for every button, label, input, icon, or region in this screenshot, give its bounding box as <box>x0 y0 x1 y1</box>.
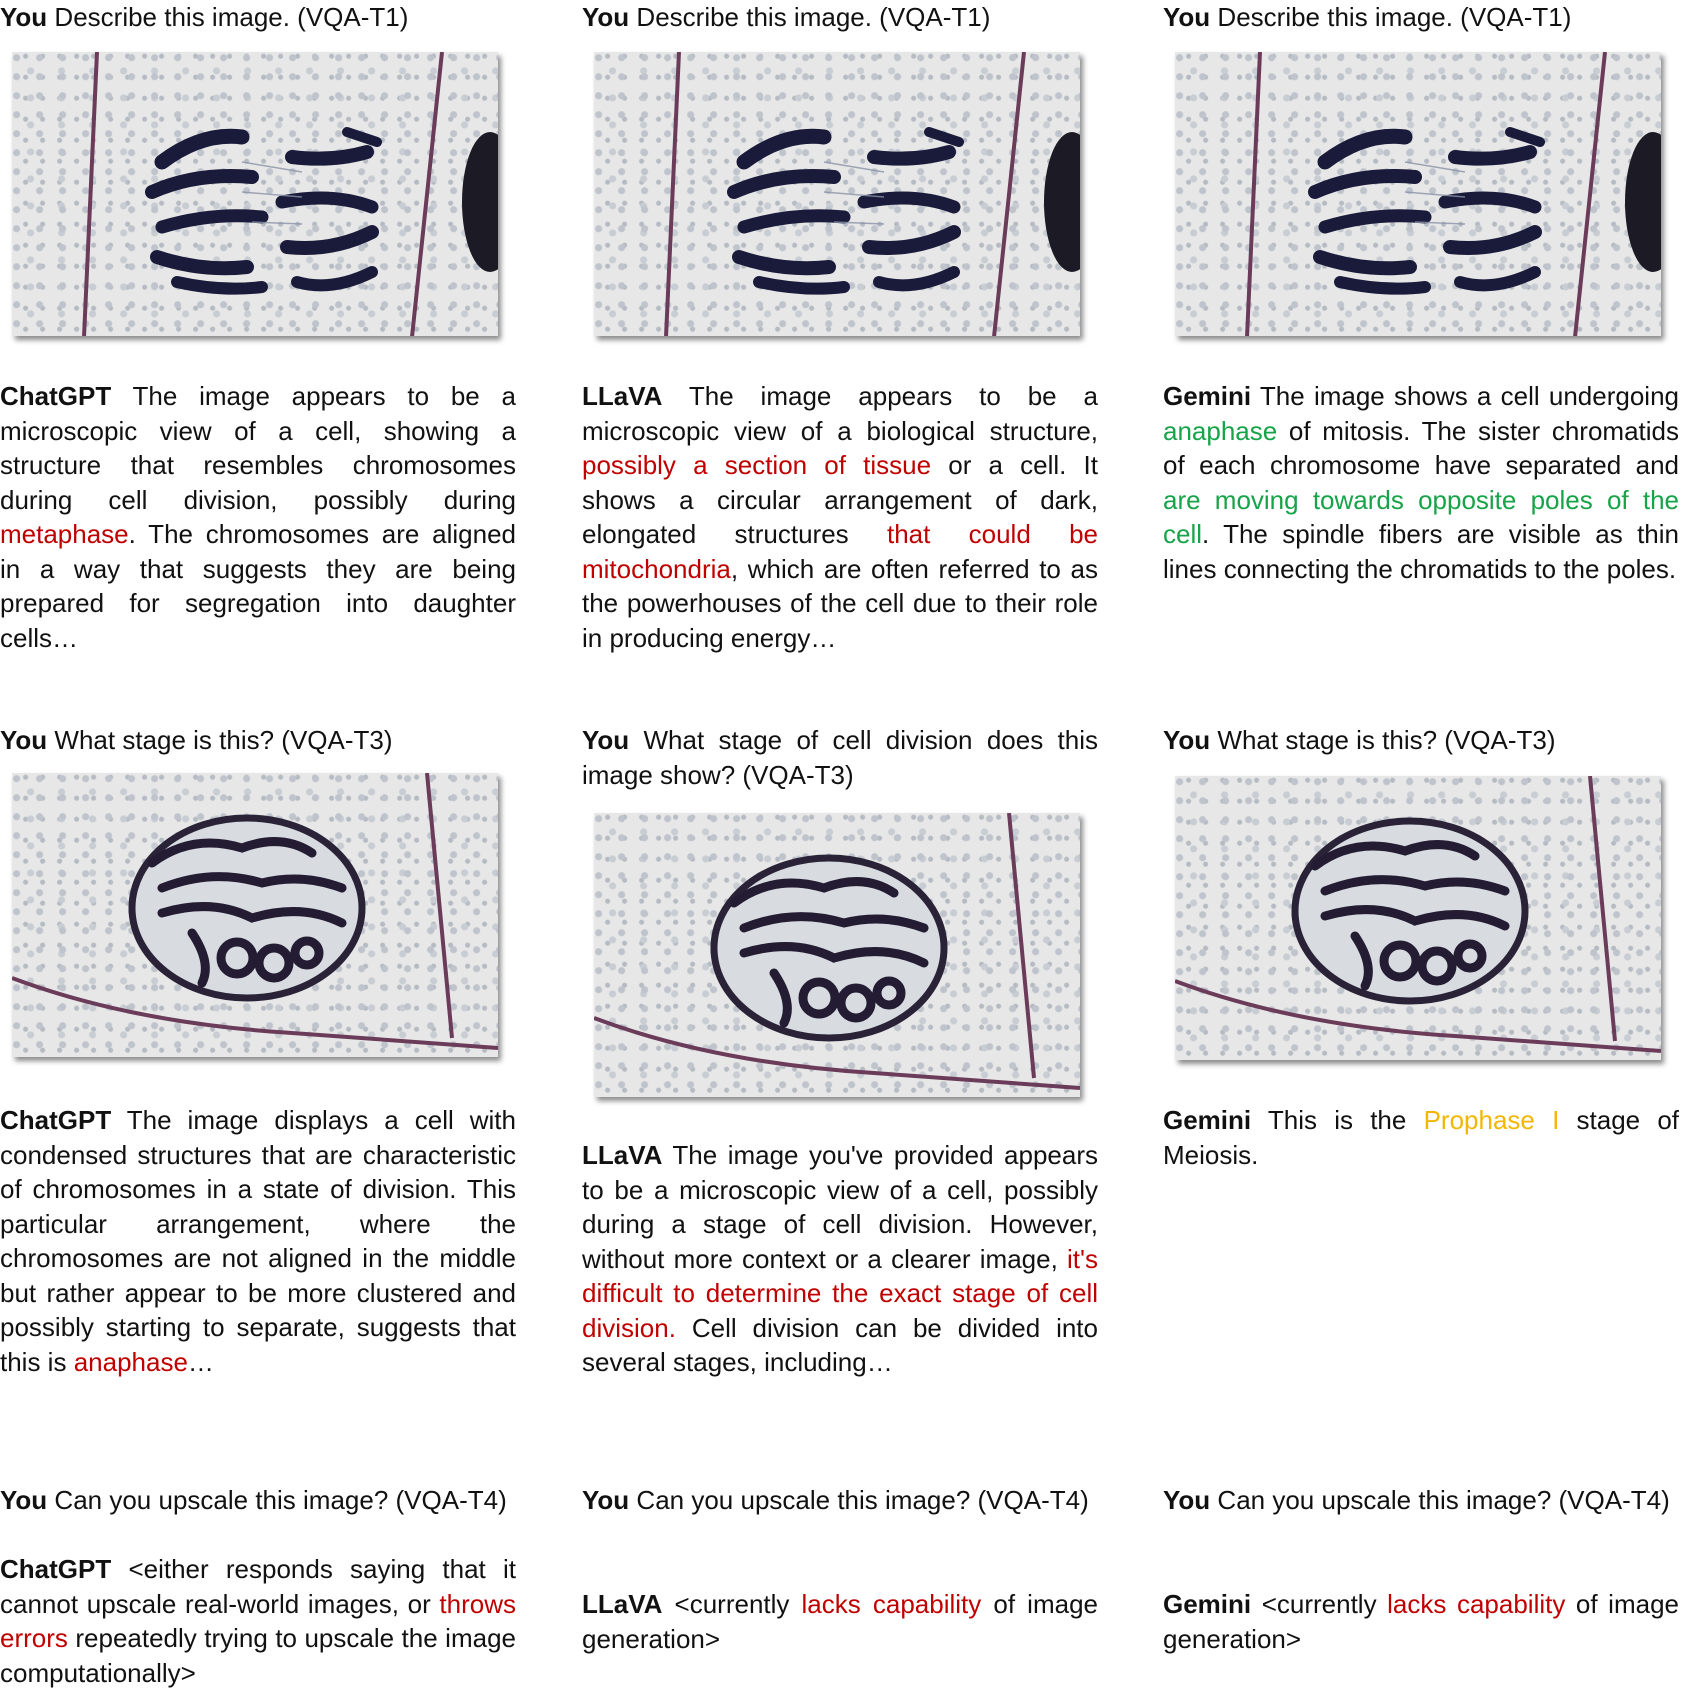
micrograph-anaphase <box>12 52 498 336</box>
question-text: Can you upscale this image? (VQA-T4) <box>54 1485 507 1515</box>
highlight-partial: Prophase I <box>1423 1105 1560 1135</box>
answer-text: <either responds saying that it cannot u… <box>0 1554 516 1619</box>
answer-1: Gemini The image shows a cell undergoing… <box>1163 379 1679 586</box>
highlight-incorrect: anaphase <box>73 1346 188 1377</box>
answer-2: ChatGPT The image displays a cell with c… <box>0 1103 516 1379</box>
answer-text: of mitosis. The sister chromatids of eac… <box>1163 415 1679 481</box>
answer-text: The image you've provided appears to be … <box>582 1140 1098 1274</box>
answer-text: Cell division can be divided into severa… <box>582 1312 1098 1378</box>
answer-speaker: ChatGPT <box>0 1554 112 1584</box>
micrograph-prophase <box>1175 776 1661 1060</box>
answer-3: ChatGPT <either responds saying that it … <box>0 1552 516 1690</box>
question-text: Can you upscale this image? (VQA-T4) <box>1217 1485 1670 1515</box>
micrograph-anaphase <box>594 52 1080 336</box>
answer-1: ChatGPT The image appears to be a micros… <box>0 379 516 655</box>
answer-text: <currently <box>1251 1589 1388 1619</box>
highlight-incorrect: it's difficult to determine the exact st… <box>582 1243 1098 1343</box>
question-speaker: You <box>0 2 48 32</box>
highlight-incorrect: throws errors <box>0 1588 516 1654</box>
answer-2: Gemini This is the Prophase I stage of M… <box>1163 1103 1679 1172</box>
question-text: What stage of cell division does this im… <box>582 725 1098 790</box>
answer-speaker: Gemini <box>1163 381 1252 411</box>
question-text: Describe this image. (VQA-T1) <box>54 2 409 32</box>
answer-text: The image displays a cell with condensed… <box>0 1105 516 1377</box>
question-text: Describe this image. (VQA-T1) <box>1217 2 1572 32</box>
micrograph-anaphase <box>1175 52 1661 336</box>
highlight-correct: are moving towards opposite poles of the… <box>1163 484 1679 550</box>
question-speaker: You <box>1163 1485 1211 1515</box>
question-speaker: You <box>1163 2 1211 32</box>
question-text: What stage is this? (VQA-T3) <box>54 725 393 755</box>
question-3: You Can you upscale this image? (VQA-T4) <box>1163 1483 1679 1518</box>
answer-text: … <box>187 1346 214 1377</box>
answer-text: , which are often referred to as the pow… <box>582 553 1098 653</box>
question-1: You Describe this image. (VQA-T1) <box>582 0 1098 35</box>
question-speaker: You <box>0 1485 48 1515</box>
answer-speaker: Gemini <box>1163 1105 1252 1135</box>
question-speaker: You <box>582 1485 630 1515</box>
question-1: You Describe this image. (VQA-T1) <box>0 0 516 35</box>
micrograph-prophase <box>594 813 1080 1097</box>
answer-text: The image shows a cell undergoing <box>1251 381 1679 411</box>
question-2: You What stage is this? (VQA-T3) <box>0 723 516 758</box>
answer-text: . The chromosomes are aligned in a way t… <box>0 519 516 653</box>
answer-text: The image appears to be a microscopic vi… <box>0 381 516 515</box>
answer-speaker: LLaVA <box>582 1589 663 1619</box>
highlight-incorrect: lacks capability <box>801 1589 982 1619</box>
answer-2: LLaVA The image you've provided appears … <box>582 1138 1098 1380</box>
question-3: You Can you upscale this image? (VQA-T4) <box>582 1483 1098 1518</box>
answer-text: The image appears to be a microscopic vi… <box>582 381 1098 446</box>
question-3: You Can you upscale this image? (VQA-T4) <box>0 1483 516 1518</box>
question-2: You What stage is this? (VQA-T3) <box>1163 723 1679 758</box>
highlight-incorrect: that could be mitochondria <box>582 519 1099 584</box>
question-speaker: You <box>1163 725 1211 755</box>
answer-text: of image generation> <box>582 1589 1099 1654</box>
answer-text: stage of Meiosis. <box>1163 1105 1680 1170</box>
answer-speaker: LLaVA <box>582 1140 663 1170</box>
answer-text: repeatedly trying to upscale the image c… <box>0 1623 516 1688</box>
answer-1: LLaVA The image appears to be a microsco… <box>582 379 1098 655</box>
question-speaker: You <box>0 725 48 755</box>
question-1: You Describe this image. (VQA-T1) <box>1163 0 1679 35</box>
question-speaker: You <box>582 2 630 32</box>
question-text: Describe this image. (VQA-T1) <box>636 2 991 32</box>
answer-text: or a cell. It shows a circular arrangeme… <box>582 450 1098 549</box>
highlight-incorrect: metaphase <box>0 519 129 549</box>
question-2: You What stage of cell division does thi… <box>582 723 1098 792</box>
highlight-incorrect: possibly a section of tissue <box>582 450 932 480</box>
question-speaker: You <box>582 725 630 755</box>
answer-text: . The spindle fibers are visible as thin… <box>1163 519 1679 584</box>
highlight-correct: anaphase <box>1163 415 1278 446</box>
answer-speaker: ChatGPT <box>0 381 112 411</box>
question-text: What stage is this? (VQA-T3) <box>1217 725 1556 755</box>
question-text: Can you upscale this image? (VQA-T4) <box>636 1485 1089 1515</box>
micrograph-prophase <box>12 773 498 1057</box>
answer-3: Gemini <currently lacks capability of im… <box>1163 1587 1679 1656</box>
answer-speaker: ChatGPT <box>0 1105 112 1135</box>
answer-speaker: Gemini <box>1163 1589 1252 1619</box>
answer-speaker: LLaVA <box>582 381 663 411</box>
highlight-incorrect: lacks capability <box>1387 1589 1566 1619</box>
answer-text: of image generation> <box>1163 1589 1679 1654</box>
answer-text: <currently <box>662 1589 802 1619</box>
answer-3: LLaVA <currently lacks capability of ima… <box>582 1587 1098 1656</box>
answer-text: This is the <box>1251 1105 1424 1135</box>
